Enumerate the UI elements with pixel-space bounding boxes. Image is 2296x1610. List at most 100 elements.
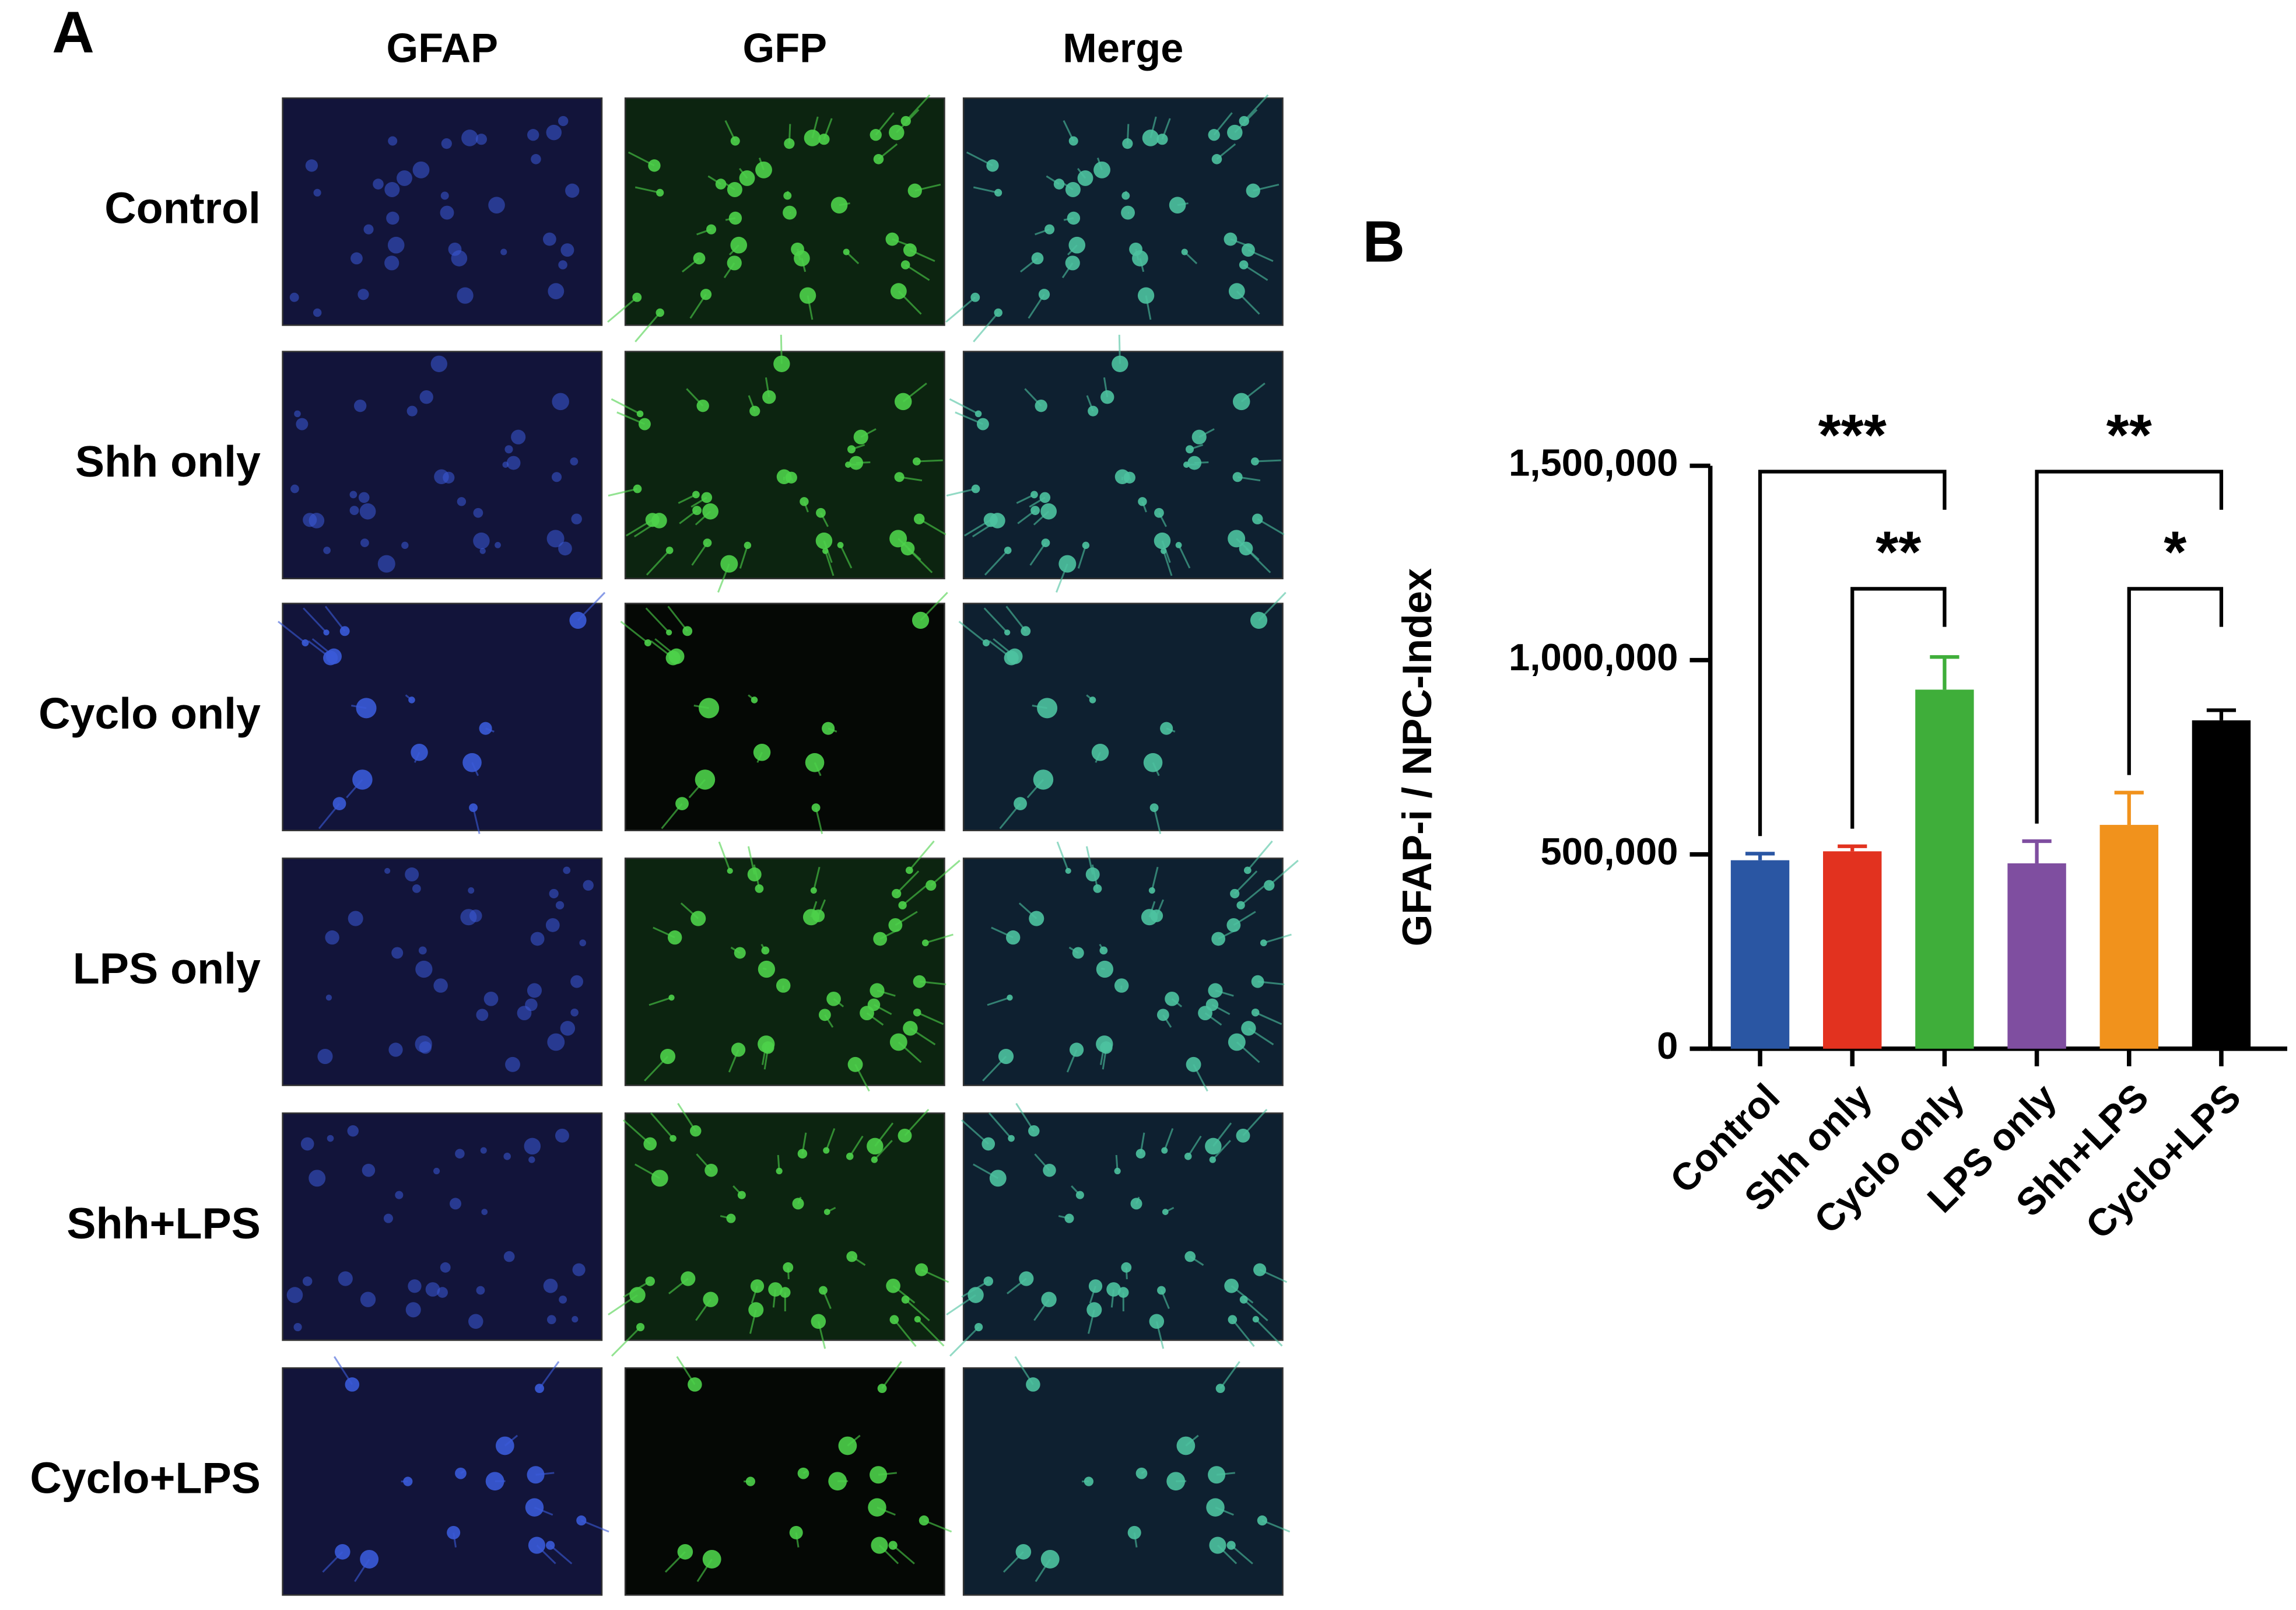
cell xyxy=(1096,960,1114,978)
cell xyxy=(485,1472,504,1491)
cell xyxy=(828,1472,847,1491)
cell xyxy=(468,1314,483,1329)
cell xyxy=(1121,1262,1132,1273)
cell xyxy=(440,205,454,220)
cell xyxy=(559,1295,567,1304)
cell xyxy=(1043,1163,1056,1177)
cell-process xyxy=(1153,807,1162,834)
cell xyxy=(555,1128,569,1143)
cell-process xyxy=(1151,866,1159,891)
cell xyxy=(1250,611,1268,629)
cell xyxy=(1160,722,1173,735)
cell xyxy=(889,530,907,548)
column-header: GFP xyxy=(743,24,828,71)
cell xyxy=(783,191,792,200)
cell xyxy=(730,136,740,146)
cell xyxy=(480,1147,487,1154)
cell-process xyxy=(945,296,976,323)
cell xyxy=(332,797,346,811)
cell xyxy=(748,1302,764,1318)
cell-process xyxy=(930,859,961,886)
cell xyxy=(726,1213,736,1223)
cell xyxy=(1099,946,1108,955)
cell xyxy=(1028,1125,1040,1137)
cell-process xyxy=(824,551,835,576)
cell xyxy=(563,866,571,874)
cell xyxy=(1114,1167,1121,1175)
cell xyxy=(847,445,856,454)
cell-process xyxy=(472,807,481,834)
micrograph xyxy=(282,1112,603,1341)
cell xyxy=(907,183,922,198)
cell xyxy=(701,492,713,503)
cell xyxy=(888,1541,898,1550)
cell xyxy=(749,405,760,416)
cell-process xyxy=(324,606,346,632)
cell xyxy=(1236,901,1245,910)
cell xyxy=(660,1048,676,1065)
cell xyxy=(870,983,885,998)
cell xyxy=(633,484,642,494)
cell-process xyxy=(1232,1319,1255,1348)
cell xyxy=(693,252,706,265)
cell xyxy=(1150,909,1163,922)
cell xyxy=(849,456,864,470)
cell xyxy=(352,769,373,790)
cell xyxy=(1186,1056,1201,1072)
micrograph xyxy=(624,603,945,831)
cell xyxy=(425,1282,440,1297)
cell xyxy=(1239,116,1249,127)
cell xyxy=(511,429,526,444)
cell xyxy=(406,405,418,416)
cell xyxy=(799,287,816,304)
cell xyxy=(755,161,772,178)
cell xyxy=(1226,1541,1236,1550)
cell xyxy=(1191,429,1207,444)
cell-process xyxy=(839,544,853,569)
cell xyxy=(762,1041,774,1054)
micrograph xyxy=(962,858,1284,1086)
column-header: GFAP xyxy=(387,24,498,71)
cell xyxy=(1148,887,1155,894)
cell xyxy=(506,456,521,470)
cell xyxy=(900,116,911,127)
cell xyxy=(669,1135,676,1142)
cell xyxy=(823,1147,830,1154)
cell-process xyxy=(1231,1545,1253,1564)
cell xyxy=(527,129,539,141)
cell xyxy=(1226,918,1241,932)
cell xyxy=(339,626,350,636)
cell xyxy=(401,541,409,550)
cell xyxy=(998,1048,1014,1065)
cell xyxy=(1209,1156,1217,1163)
cell xyxy=(845,461,851,468)
cell xyxy=(768,1282,783,1297)
cell xyxy=(1044,224,1055,235)
cell xyxy=(455,1467,467,1479)
cell-process xyxy=(1163,1128,1174,1151)
bar xyxy=(2099,825,2158,1049)
cell xyxy=(1251,1008,1260,1017)
cell xyxy=(572,1263,586,1276)
cell xyxy=(386,211,399,225)
cell xyxy=(549,888,559,899)
cell xyxy=(527,983,542,998)
cell xyxy=(913,975,926,988)
cell xyxy=(1041,1292,1057,1307)
cell xyxy=(871,1536,888,1554)
cell xyxy=(905,866,913,874)
cell-process xyxy=(667,606,688,632)
cell xyxy=(419,390,433,404)
cell xyxy=(391,947,404,959)
cell xyxy=(1228,530,1246,548)
y-tick-label: 1,000,000 xyxy=(1509,636,1678,678)
cell xyxy=(528,1536,546,1554)
cell xyxy=(296,418,309,430)
cell xyxy=(1156,1009,1169,1021)
cell-process xyxy=(1243,1298,1268,1321)
cell xyxy=(901,1295,910,1304)
cell xyxy=(921,939,929,947)
cell xyxy=(737,1191,746,1199)
cell xyxy=(812,909,825,922)
cell xyxy=(656,188,664,197)
